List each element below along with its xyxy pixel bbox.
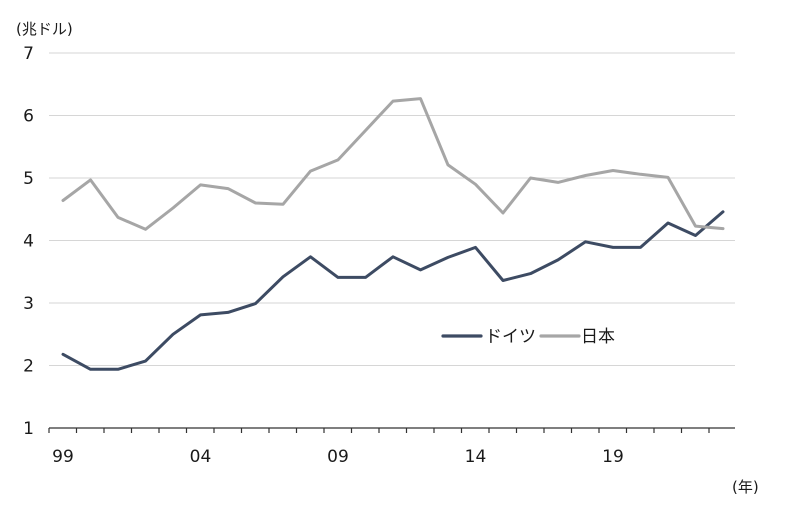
y-tick-label: 4 — [23, 232, 34, 252]
y-tick-label: 2 — [23, 357, 34, 377]
legend-label-japan: 日本 — [581, 327, 615, 347]
x-tick-label: 09 — [327, 447, 349, 467]
grid-lines — [49, 52, 735, 366]
x-axis-unit-label: (年) — [732, 478, 759, 496]
series-line-germany — [61, 210, 725, 371]
x-tick-label: 04 — [190, 447, 212, 467]
series-line-japan — [61, 97, 725, 231]
y-tick-label: 6 — [23, 107, 34, 127]
y-tick-label: 1 — [23, 419, 34, 439]
y-axis-unit-label: (兆ドル) — [16, 20, 73, 38]
axes: 1 2 3 4 5 6 7 99 04 09 14 19 — [23, 44, 735, 467]
y-tick-label: 5 — [23, 169, 34, 189]
legend-label-germany: ドイツ — [485, 327, 536, 347]
x-tick-label: 14 — [465, 447, 487, 467]
y-tick-label: 7 — [23, 44, 34, 64]
series-lines — [61, 97, 725, 371]
x-tick-label: 99 — [52, 447, 74, 467]
legend: ドイツ 日本 — [441, 327, 615, 347]
x-tick-label: 19 — [602, 447, 624, 467]
y-tick-label: 3 — [23, 294, 34, 314]
